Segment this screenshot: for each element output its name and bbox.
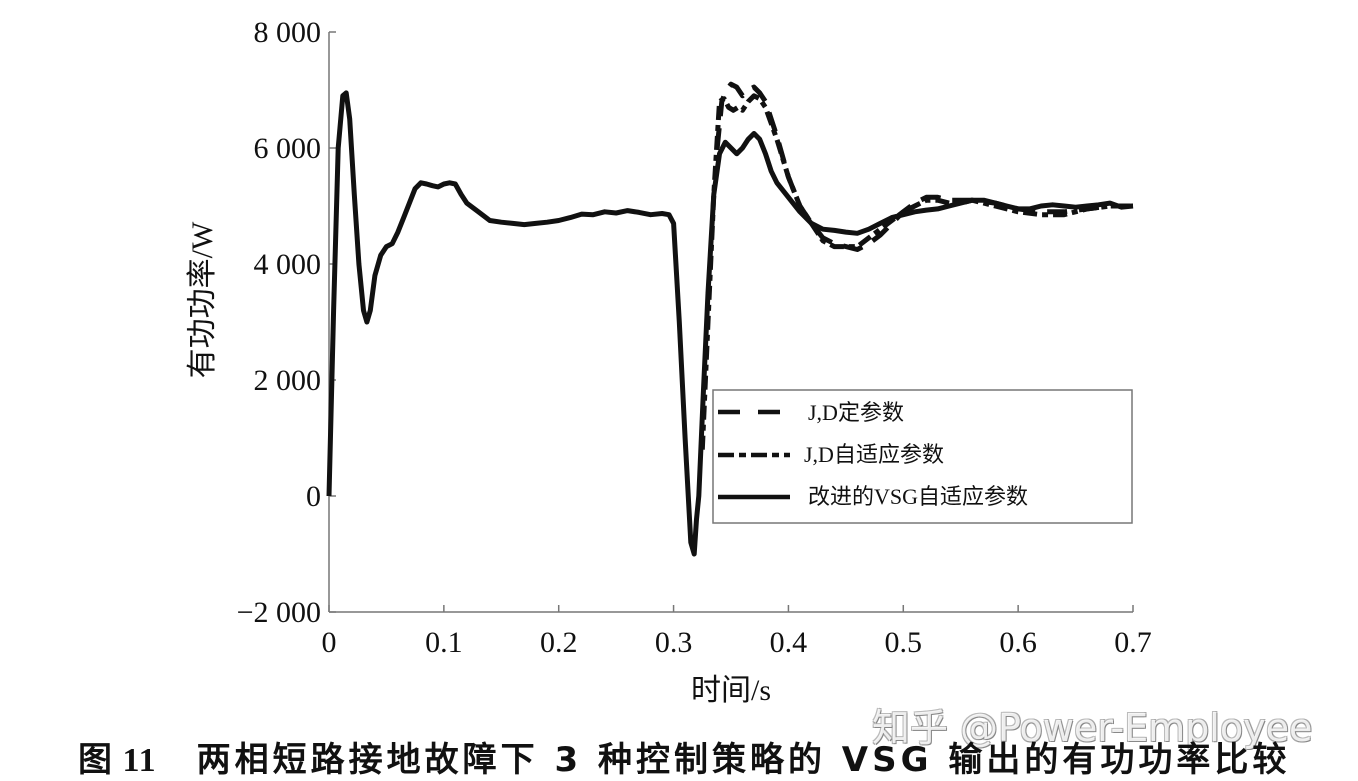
- y-axis-label: 有功功率/W: [186, 221, 219, 378]
- x-tick-label: 0.2: [540, 626, 578, 659]
- legend-box: [712, 389, 1133, 524]
- legend: J,D定参数 J,D自适应参数 改进的VSG自适应参数: [712, 389, 1133, 524]
- legend-label-fixed: J,D定参数: [808, 400, 904, 425]
- y-tick-label: 8 000: [254, 16, 322, 49]
- legend-label-adaptive: J,D自适应参数: [804, 442, 944, 467]
- y-tick-label: 2 000: [254, 364, 322, 397]
- x-tick-label: 0.5: [885, 626, 923, 659]
- series-line-solid: [326, 90, 1134, 557]
- x-tick-label: 0: [322, 626, 337, 659]
- x-tick-label: 0.6: [999, 626, 1037, 659]
- x-tick-label: 0.3: [655, 626, 693, 659]
- y-tick-label: −2 000: [237, 596, 321, 629]
- watermark: 知乎 @Power-Employee: [872, 706, 1313, 750]
- x-tick-label: 0.7: [1114, 626, 1152, 659]
- y-tick-label: 0: [306, 480, 321, 513]
- caption-text: 两相短路接地故障下 3 种控制策略的 VSG 输出的有功功率比较: [196, 740, 1291, 780]
- x-tick-label: 0.4: [770, 626, 808, 659]
- series-line-dashdot: [699, 93, 1133, 450]
- series-layer: [326, 81, 1134, 557]
- y-tick-label: 4 000: [254, 248, 322, 281]
- series-line-dashed: [714, 81, 1133, 252]
- figure-number: 图 11: [78, 742, 157, 779]
- y-tick-label: 6 000: [254, 132, 322, 165]
- x-tick-label: 0.1: [425, 626, 463, 659]
- y-axis-title: 有功功率/W: [186, 221, 219, 378]
- figure-caption: 图 11 两相短路接地故障下 3 种控制策略的 VSG 输出的有功功率比较: [78, 732, 1290, 781]
- x-axis-label: 时间/s: [691, 674, 771, 707]
- legend-label-improved: 改进的VSG自适应参数: [808, 484, 1028, 509]
